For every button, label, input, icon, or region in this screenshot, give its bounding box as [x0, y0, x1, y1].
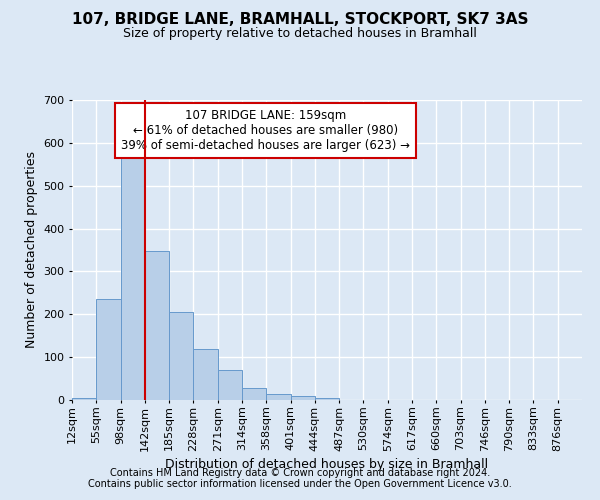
Text: Size of property relative to detached houses in Bramhall: Size of property relative to detached ho…: [123, 28, 477, 40]
Bar: [218, 370, 242, 400]
Y-axis label: Number of detached properties: Number of detached properties: [25, 152, 38, 348]
Bar: [121, 147, 145, 400]
Bar: [290, 396, 315, 400]
Text: 107 BRIDGE LANE: 159sqm
← 61% of detached houses are smaller (980)
39% of semi-d: 107 BRIDGE LANE: 159sqm ← 61% of detache…: [121, 109, 410, 152]
Bar: [266, 394, 290, 400]
Bar: [242, 388, 266, 400]
Bar: [145, 252, 169, 400]
Text: 107, BRIDGE LANE, BRAMHALL, STOCKPORT, SK7 3AS: 107, BRIDGE LANE, BRAMHALL, STOCKPORT, S…: [72, 12, 528, 28]
Bar: [169, 312, 193, 400]
X-axis label: Distribution of detached houses by size in Bramhall: Distribution of detached houses by size …: [166, 458, 488, 470]
Bar: [193, 348, 218, 400]
Bar: [315, 398, 339, 400]
Bar: [72, 398, 96, 400]
Text: Contains public sector information licensed under the Open Government Licence v3: Contains public sector information licen…: [88, 479, 512, 489]
Bar: [96, 300, 121, 400]
Text: Contains HM Land Registry data © Crown copyright and database right 2024.: Contains HM Land Registry data © Crown c…: [110, 468, 490, 477]
